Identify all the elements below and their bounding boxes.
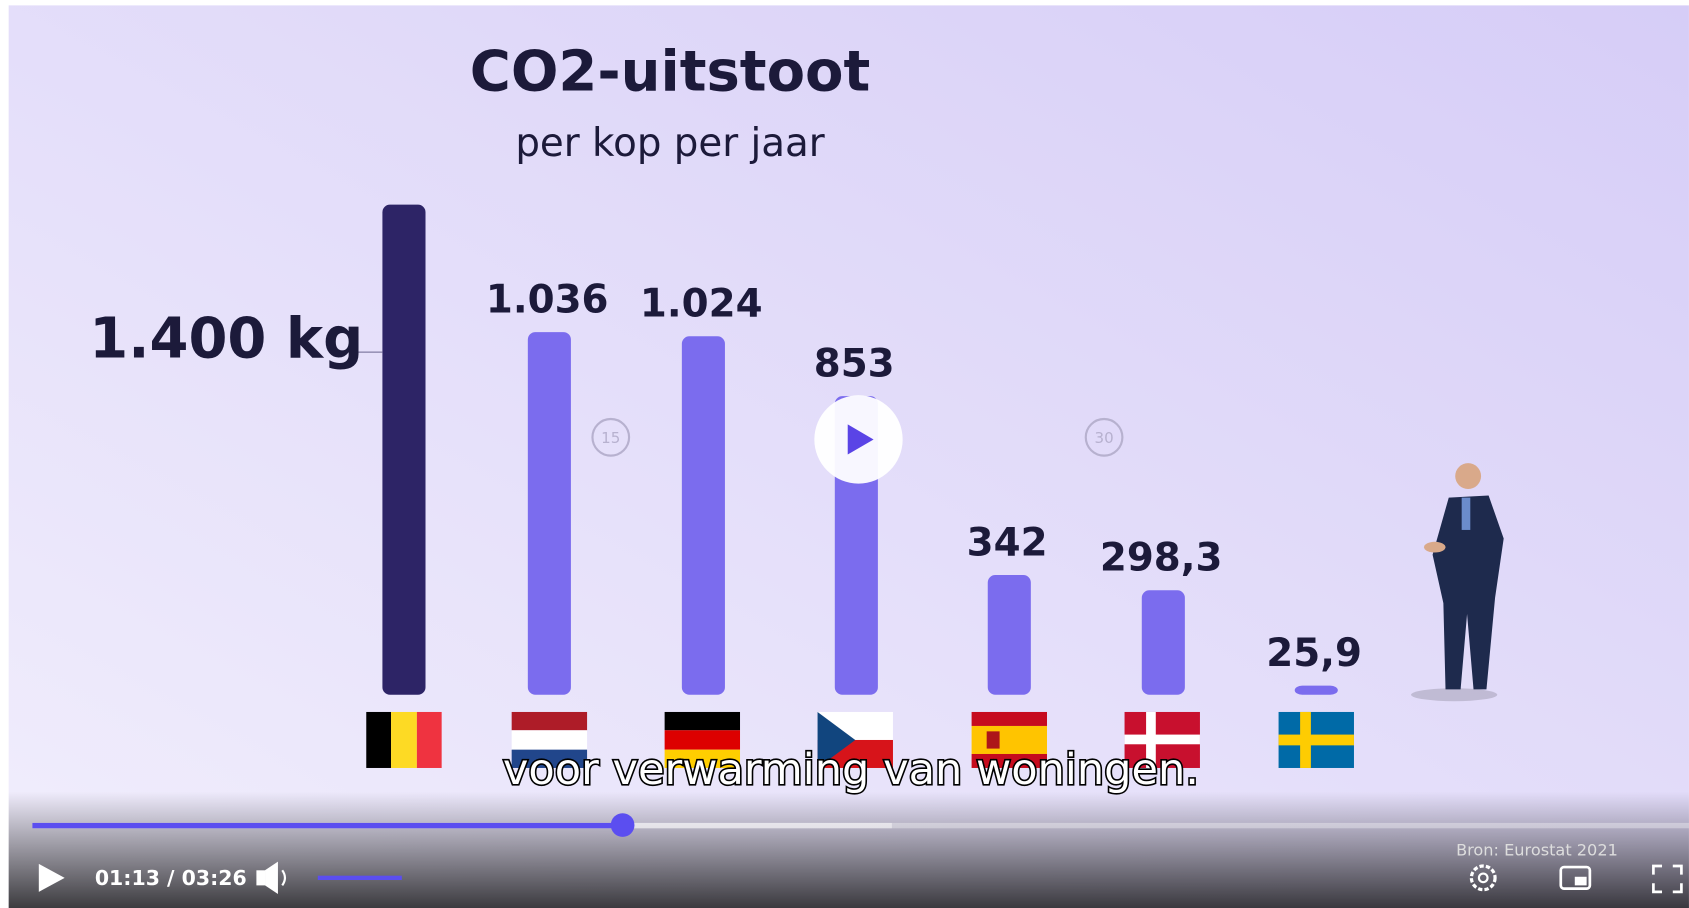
play-toggle[interactable] [38, 863, 65, 892]
presenter [1411, 463, 1504, 702]
flags [366, 711, 1354, 768]
volume-slider[interactable] [317, 875, 402, 880]
time-display: 01:13 / 03:26 [95, 866, 247, 890]
fullscreen-button[interactable] [1652, 864, 1683, 894]
skip-forward-label: 30 [1094, 429, 1113, 447]
value-label: 853 [814, 341, 895, 386]
flag [971, 711, 1047, 768]
bar [527, 332, 571, 695]
chart-subtitle: per kop per jaar [515, 121, 824, 166]
bar [987, 575, 1031, 695]
value-label: 342 [967, 520, 1048, 565]
play-button[interactable] [814, 395, 903, 484]
settings-button[interactable] [1469, 864, 1497, 892]
volume-button[interactable] [256, 861, 287, 894]
progress-bar[interactable] [32, 813, 1689, 837]
flag [817, 711, 893, 768]
value-label: 1.400 kg [89, 307, 363, 372]
bar [681, 336, 725, 695]
flag [366, 711, 442, 768]
skip-back-label: 15 [601, 429, 620, 447]
value-label: 1.024 [640, 282, 763, 327]
value-label: 1.036 [486, 277, 609, 322]
flag [664, 711, 741, 768]
source-note: Bron: Eurostat 2021 [1456, 840, 1618, 859]
skip-back-button[interactable]: 15 [591, 417, 631, 457]
pip-button[interactable] [1559, 865, 1592, 890]
flag [511, 711, 588, 768]
value-label: 25,9 [1266, 631, 1362, 676]
bar [1294, 685, 1338, 695]
bar [1141, 590, 1185, 695]
flag [1278, 711, 1354, 768]
chart: 1.400 kg 1.036 1.024 853 342 298,3 25,9 [89, 204, 1362, 695]
chart-title: CO2-uitstoot [470, 40, 871, 105]
subtitle-caption: voor verwarming van woningen. [503, 745, 1199, 795]
value-label: 298,3 [1100, 536, 1223, 581]
controls-shade [8, 791, 1689, 908]
bar [382, 204, 426, 695]
skip-forward-button[interactable]: 30 [1084, 417, 1124, 457]
flag [1124, 711, 1200, 768]
